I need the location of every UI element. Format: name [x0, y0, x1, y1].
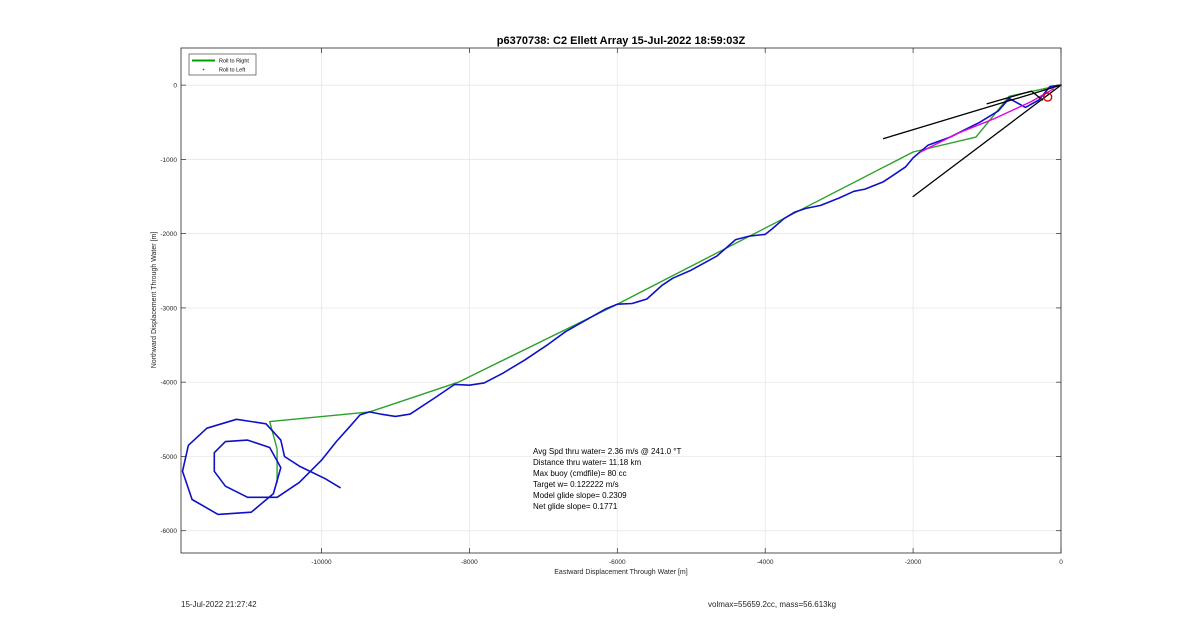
y-tick-label: 0 [173, 83, 177, 90]
plot-frame [180, 47, 1062, 554]
y-tick-label: -4000 [160, 380, 177, 387]
plot-background [181, 48, 1061, 553]
legend-label-roll-left: Roll to Left [219, 68, 246, 74]
y-tick-label: -1000 [160, 157, 177, 164]
x-tick-label: -4000 [757, 559, 774, 566]
footer-volmax-mass: volmax=55659.2cc, mass=56.613kg [708, 600, 837, 609]
footer-timestamp: 15-Jul-2022 21:27:42 [181, 600, 257, 609]
y-tick-label: -6000 [160, 528, 177, 535]
plot-area: -10000 -8000 -6000 -4000 -2000 0 0 -1000 -2000 -3… [160, 47, 1063, 566]
stats-annotation: Avg Spd thru water= 2.36 m/s @ 241.0 °T … [533, 447, 681, 511]
x-tick-label: -6000 [609, 559, 626, 566]
legend-box [188, 53, 257, 76]
y-tick-label: -5000 [160, 454, 177, 461]
legend-label-roll-right: Roll to Right [219, 59, 249, 65]
stat-max-buoy: Max buoy (cmdfile)= 80 cc [533, 469, 627, 478]
y-tick-label: -2000 [160, 231, 177, 238]
legend: Roll to Right Roll to Left [188, 53, 257, 76]
series-line-5 [986, 90, 1044, 105]
series-line-3 [882, 84, 1062, 140]
stat-model-glide: Model glide slope= 0.2309 [533, 491, 627, 500]
y-tick-label: -3000 [160, 305, 177, 312]
series-line-4 [912, 84, 1062, 198]
series-layer [181, 84, 1062, 516]
tick-layer: -10000 -8000 -6000 -4000 -2000 0 0 -1000 -2000 -3… [160, 48, 1063, 566]
x-axis-label: Eastward Displacement Through Water [m] [554, 569, 687, 576]
series-line-0 [269, 84, 1062, 484]
stat-target-w: Target w= 0.122222 m/s [533, 480, 619, 489]
grid [181, 48, 1062, 553]
series-line-1 [181, 84, 1062, 516]
stat-net-glide: Net glide slope= 0.1771 [533, 502, 618, 511]
y-axis-label: Northward Displacement Through Water [m] [151, 232, 158, 369]
x-tick-label: 0 [1059, 559, 1063, 566]
end-marker-0 [1042, 92, 1053, 102]
x-tick-label: -2000 [905, 559, 922, 566]
stat-avg-speed: Avg Spd thru water= 2.36 m/s @ 241.0 °T [533, 447, 681, 456]
marker-layer [1042, 92, 1053, 102]
legend-point-roll-left [202, 68, 205, 71]
stat-distance: Distance thru water= 11.18 km [533, 458, 641, 467]
chart-title: p6370738: C2 Ellett Array 15-Jul-2022 18… [497, 35, 746, 47]
x-tick-label: -10000 [311, 559, 332, 566]
x-tick-label: -8000 [461, 559, 478, 566]
